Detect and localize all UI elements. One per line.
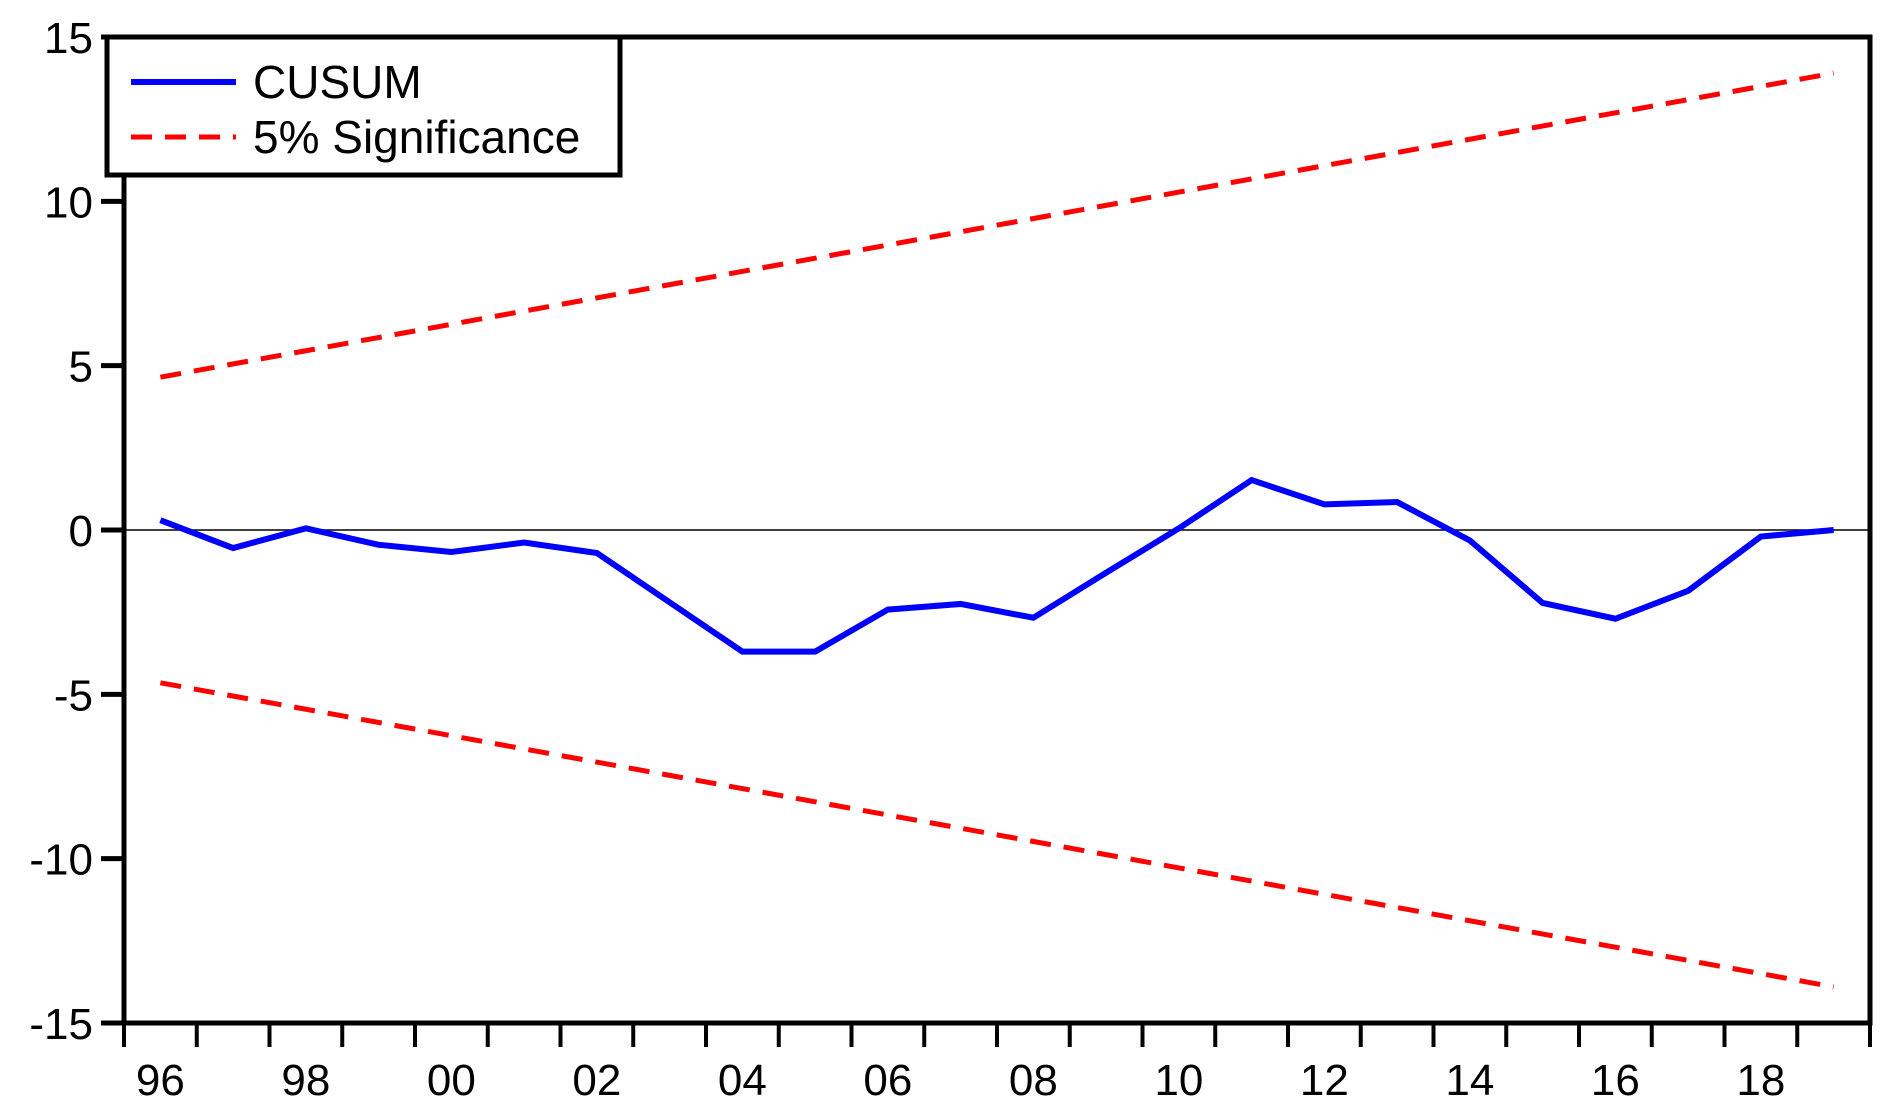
x-tick-label: 02 [572, 1056, 621, 1105]
x-tick-label: 04 [718, 1056, 767, 1105]
x-tick-label: 06 [863, 1056, 912, 1105]
y-tick-label: -15 [29, 1000, 93, 1049]
x-tick-label: 18 [1736, 1056, 1785, 1105]
x-tick-label: 98 [281, 1056, 330, 1105]
y-axis: 15 10 5 0 -5 -10 -15 [29, 14, 124, 1049]
legend-box: CUSUM 5% Significance [104, 34, 623, 178]
x-tick-label: 12 [1300, 1056, 1349, 1105]
y-tick-label: 0 [69, 507, 93, 556]
x-tick-label: 10 [1154, 1056, 1203, 1105]
y-tick-label: 10 [44, 178, 93, 227]
legend-significance-label: 5% Significance [253, 111, 580, 163]
x-tick-label: 00 [427, 1056, 476, 1105]
lower-bound-line [159, 680, 1835, 990]
legend-background [104, 34, 623, 178]
plot-area [121, 34, 1873, 1026]
series-lines [159, 70, 1835, 990]
y-tick-label: -5 [54, 671, 93, 720]
legend-cusum-label: CUSUM [253, 56, 422, 108]
y-tick-label: -10 [29, 836, 93, 885]
x-tick-label: 96 [136, 1056, 185, 1105]
cusum-line [159, 476, 1834, 655]
y-tick-label: 15 [44, 14, 93, 63]
x-tick-label: 16 [1591, 1056, 1640, 1105]
x-axis: 96 98 00 02 04 06 08 10 12 14 16 18 [122, 1023, 1872, 1105]
upper-bound-line [159, 70, 1835, 380]
x-tick-label: 08 [1009, 1056, 1058, 1105]
y-tick-label: 5 [69, 343, 93, 392]
x-tick-label: 14 [1445, 1056, 1494, 1105]
